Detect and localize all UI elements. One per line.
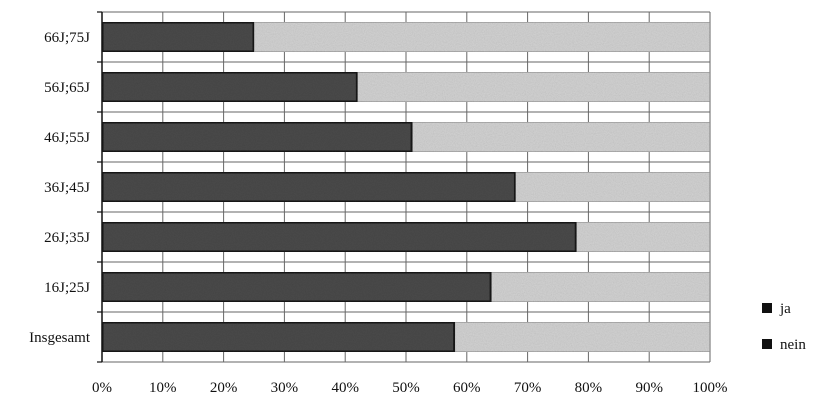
bar-segment-nein — [454, 321, 711, 353]
category-label: 36J;45J — [44, 180, 90, 196]
legend-label-nein: nein — [780, 337, 806, 353]
x-tick-label: 30% — [271, 380, 299, 396]
bar-segment-nein — [575, 221, 711, 253]
category-label: Insgesamt — [29, 330, 91, 346]
x-tick-label: 10% — [149, 380, 177, 396]
bar-segment-nein — [490, 271, 711, 303]
category-label: 66J;75J — [44, 30, 90, 46]
x-tick-labels: 0% 10% 20% 30% 40% 50% 60% 70% 80% 90% 100% — [92, 380, 728, 396]
x-tick-label: 20% — [210, 380, 238, 396]
category-label: 16J;25J — [44, 280, 90, 296]
category-label: 56J;65J — [44, 80, 90, 96]
bar-segment-ja — [100, 120, 414, 154]
x-tick-label: 80% — [575, 380, 603, 396]
x-tick-label: 90% — [635, 380, 663, 396]
x-tick-label: 100% — [693, 380, 728, 396]
bar-segment-nein — [411, 121, 711, 153]
x-tick-label: 60% — [453, 380, 481, 396]
bar-segment-ja — [100, 270, 493, 304]
legend-swatch-ja — [762, 303, 772, 313]
bar-segment-ja — [100, 220, 578, 254]
bar-segment-nein — [253, 21, 711, 53]
gridlines — [101, 11, 711, 363]
legend: ja nein — [762, 301, 806, 353]
category-label: 46J;55J — [44, 130, 90, 146]
x-tick-label: 0% — [92, 380, 112, 396]
bars — [100, 20, 711, 354]
bar-segment-ja — [100, 20, 256, 54]
x-tick-label: 50% — [392, 380, 420, 396]
x-tick-label: 70% — [514, 380, 542, 396]
bar-segment-nein — [356, 71, 711, 103]
bar-segment-ja — [100, 320, 457, 354]
x-tick-label: 40% — [331, 380, 359, 396]
bar-segment-nein — [514, 171, 711, 203]
legend-label-ja: ja — [779, 301, 791, 317]
bar-segment-ja — [100, 70, 359, 104]
legend-swatch-nein — [762, 339, 772, 349]
bar-segment-ja — [100, 170, 517, 204]
category-labels: 66J;75J 56J;65J 46J;55J 36J;45J 26J;35J 16J;2… — [29, 30, 91, 346]
category-label: 26J;35J — [44, 230, 90, 246]
